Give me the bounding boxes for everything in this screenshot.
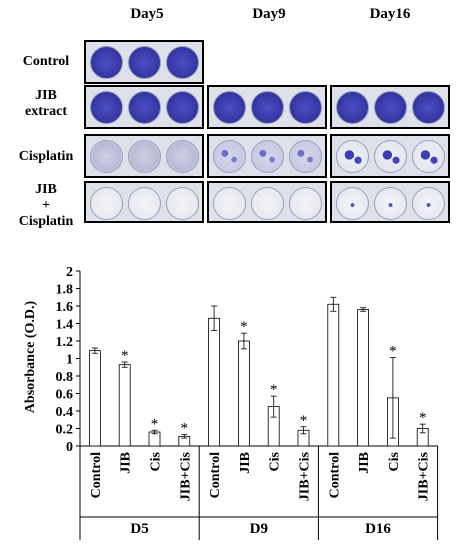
y-tick-label: 0.8 bbox=[56, 370, 74, 385]
row-label-combo-line2: + bbox=[42, 198, 50, 213]
plate-row1-col0 bbox=[84, 85, 204, 129]
group-label: D5 bbox=[130, 521, 148, 537]
day-label-5: Day5 bbox=[130, 6, 164, 22]
category-label: Cis bbox=[387, 451, 402, 471]
y-tick-label: 0.6 bbox=[56, 388, 74, 403]
significance-marker: * bbox=[389, 344, 397, 360]
well bbox=[374, 187, 407, 220]
bar bbox=[327, 303, 340, 447]
plate-row1-col1 bbox=[207, 85, 327, 129]
row-label-combo-line1: JIB bbox=[35, 182, 57, 197]
row-label-jib-cisplatin: JIB + Cisplatin bbox=[10, 182, 82, 230]
well bbox=[166, 140, 199, 173]
y-tick-label: 0 bbox=[66, 440, 73, 455]
well bbox=[213, 91, 246, 124]
day-label-16: Day16 bbox=[369, 6, 411, 22]
well bbox=[412, 187, 445, 220]
well bbox=[336, 140, 369, 173]
bar bbox=[118, 364, 131, 447]
category-label: Control bbox=[327, 452, 342, 499]
plate-row3-col0 bbox=[84, 181, 204, 223]
well bbox=[166, 187, 199, 220]
category-label: Cis bbox=[268, 451, 283, 471]
y-tick-label: 2 bbox=[66, 265, 73, 280]
row-label-jib-line2: extract bbox=[25, 104, 67, 119]
y-tick-label: 1 bbox=[66, 353, 73, 368]
well bbox=[412, 140, 445, 173]
well bbox=[90, 187, 123, 220]
well bbox=[251, 187, 284, 220]
well bbox=[374, 91, 407, 124]
category-label: Control bbox=[89, 452, 104, 499]
row-label-cisplatin-line1: Cisplatin bbox=[18, 149, 74, 164]
well bbox=[336, 91, 369, 124]
plate-row1-col2 bbox=[330, 85, 450, 129]
category-label: Cis bbox=[149, 451, 164, 471]
plate-row0-col0 bbox=[84, 40, 204, 84]
well bbox=[213, 187, 246, 220]
well bbox=[289, 140, 322, 173]
bar bbox=[357, 309, 370, 447]
well bbox=[90, 140, 123, 173]
bar bbox=[89, 350, 101, 447]
bar bbox=[208, 317, 221, 447]
group-label: D16 bbox=[365, 521, 391, 537]
group-label: D9 bbox=[250, 521, 268, 537]
y-axis-label: Absorbance (O.D.) bbox=[23, 300, 38, 413]
well bbox=[166, 91, 199, 124]
row-label-control: Control bbox=[10, 54, 82, 70]
plate-row2-col1 bbox=[207, 134, 327, 178]
row-label-jib-line1: JIB bbox=[35, 88, 57, 103]
bar bbox=[237, 340, 250, 447]
category-label: JIB+Cis bbox=[417, 451, 432, 501]
well bbox=[251, 91, 284, 124]
significance-marker: * bbox=[270, 382, 278, 398]
plate-row3-col1 bbox=[207, 181, 327, 223]
y-tick-label: 1.6 bbox=[56, 300, 74, 315]
plate-row3-col2 bbox=[330, 181, 450, 223]
well bbox=[166, 46, 199, 79]
well bbox=[128, 46, 161, 79]
plate-row2-col0 bbox=[84, 134, 204, 178]
well bbox=[412, 91, 445, 124]
row-label-jib-extract: JIB extract bbox=[10, 88, 82, 120]
well bbox=[128, 187, 161, 220]
plate-row2-col2 bbox=[330, 134, 450, 178]
significance-marker: * bbox=[419, 410, 427, 426]
row-label-combo-line3: Cisplatin bbox=[18, 214, 74, 229]
well bbox=[90, 46, 123, 79]
day-label-9: Day9 bbox=[252, 6, 286, 22]
y-tick-label: 1.2 bbox=[56, 335, 74, 350]
significance-marker: * bbox=[121, 348, 129, 364]
category-label: JIB bbox=[357, 452, 372, 474]
well bbox=[213, 140, 246, 173]
row-label-control-line1: Control bbox=[22, 54, 70, 69]
y-tick-label: 1.4 bbox=[56, 318, 74, 333]
category-label: JIB+Cis bbox=[298, 451, 313, 501]
row-label-cisplatin: Cisplatin bbox=[10, 149, 82, 165]
significance-marker: * bbox=[300, 413, 308, 429]
category-label: JIB+Cis bbox=[178, 451, 193, 501]
y-tick-label: 1.8 bbox=[56, 283, 74, 298]
significance-marker: * bbox=[181, 421, 189, 437]
well bbox=[251, 140, 284, 173]
significance-marker: * bbox=[240, 319, 248, 335]
well bbox=[289, 187, 322, 220]
category-label: JIB bbox=[238, 452, 253, 474]
well bbox=[90, 91, 123, 124]
y-tick-label: 0.4 bbox=[56, 405, 74, 420]
well bbox=[128, 91, 161, 124]
category-label: Control bbox=[208, 452, 223, 499]
well bbox=[289, 91, 322, 124]
well bbox=[374, 140, 407, 173]
y-tick-label: 0.2 bbox=[56, 423, 74, 438]
well bbox=[336, 187, 369, 220]
well bbox=[128, 140, 161, 173]
category-label: JIB bbox=[119, 452, 134, 474]
significance-marker: * bbox=[151, 416, 159, 432]
